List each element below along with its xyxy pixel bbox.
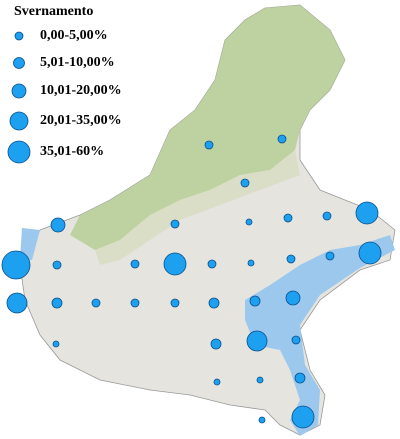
site (355, 201, 379, 225)
site (130, 259, 140, 269)
lake (20, 228, 40, 260)
site (277, 134, 287, 144)
lagoon (245, 235, 395, 436)
site (204, 140, 214, 150)
site (283, 213, 293, 223)
site (246, 330, 268, 352)
legend-label: 20,01-35,00% (40, 113, 122, 128)
site (322, 211, 332, 221)
legend-label: 0,00-5,00% (40, 28, 108, 43)
legend-symbol (7, 140, 31, 164)
site (52, 260, 62, 270)
hills (95, 150, 300, 265)
site (294, 372, 306, 384)
legend-symbol (11, 83, 27, 99)
site (249, 295, 261, 307)
legend: Svernamento 0,00-5,00% 5,01-10,00% 10,01… (7, 4, 122, 164)
legend-symbol (13, 57, 25, 69)
site (358, 241, 382, 265)
legend-symbol (14, 31, 24, 41)
site (325, 251, 335, 261)
site (256, 376, 264, 384)
mountains (70, 5, 345, 250)
site (170, 298, 180, 308)
site (208, 297, 220, 309)
site (91, 298, 101, 308)
legend-label: 10,01-20,00% (40, 83, 122, 98)
site (245, 218, 253, 226)
site (285, 290, 301, 306)
site (240, 178, 250, 188)
site (247, 259, 255, 267)
site (291, 405, 315, 429)
legend-title: Svernamento (14, 4, 93, 19)
site (213, 378, 221, 386)
site (207, 259, 217, 269)
site (1, 250, 31, 280)
legend-label: 5,01-10,00% (40, 55, 115, 70)
site (51, 297, 63, 309)
site (291, 335, 301, 345)
legend-symbol (9, 111, 29, 131)
site (163, 252, 187, 276)
site (50, 217, 66, 233)
map-base (19, 4, 396, 436)
site (170, 219, 180, 229)
site (258, 416, 266, 424)
site (52, 340, 60, 348)
legend-label: 35,01-60% (40, 144, 104, 159)
site (130, 298, 140, 308)
site (210, 338, 222, 350)
site (286, 254, 296, 264)
points (1, 134, 382, 429)
site (6, 292, 28, 314)
